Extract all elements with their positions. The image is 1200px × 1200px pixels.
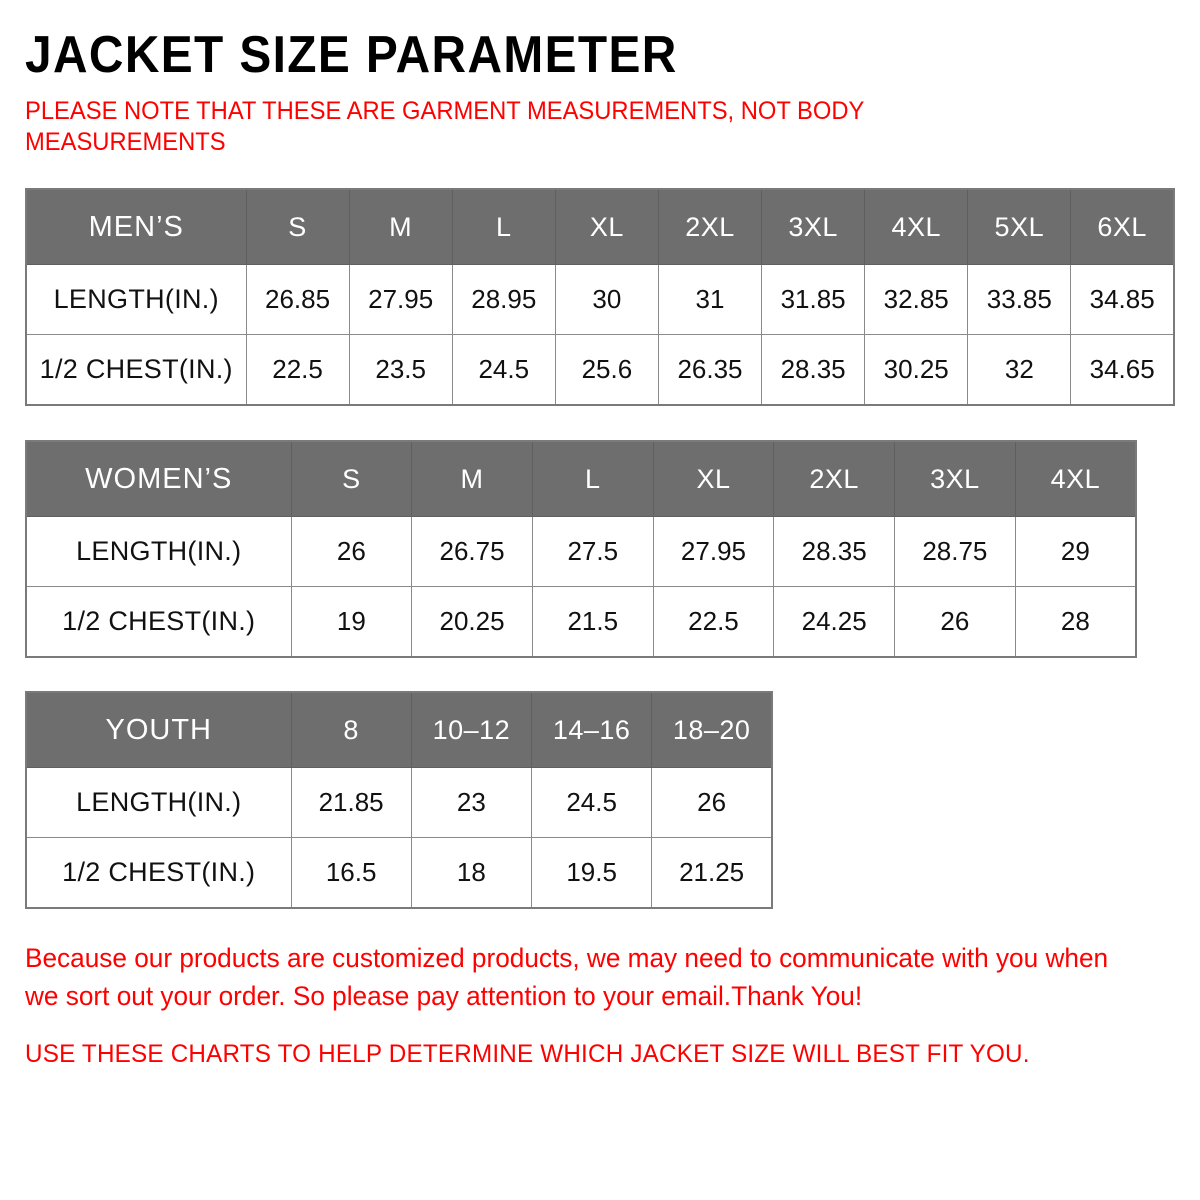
measurement-disclaimer: PLEASE NOTE THAT THESE ARE GARMENT MEASU…: [25, 97, 864, 156]
table-header-row: YOUTH 8 10–12 14–16 18–20: [25, 691, 773, 768]
youth-col-18-20: 18–20: [651, 691, 773, 768]
youth-header-label: YOUTH: [25, 691, 292, 768]
mens-chest-3xl: 28.35: [761, 334, 866, 406]
womens-col-4xl: 4XL: [1014, 440, 1137, 517]
womens-col-m: M: [411, 440, 533, 517]
youth-chest-10-12: 18: [410, 837, 533, 909]
mens-length-6xl: 34.85: [1070, 264, 1175, 335]
mens-chest-m: 23.5: [348, 334, 453, 406]
womens-row-label-chest: 1/2 CHEST(IN.): [25, 586, 292, 658]
womens-size-table-block: WOMEN’S S M L XL 2XL 3XL 4XL LENGTH(IN.)…: [25, 406, 1175, 658]
womens-row-label-length: LENGTH(IN.): [25, 516, 292, 587]
mens-col-m: M: [348, 188, 453, 265]
womens-col-l: L: [531, 440, 654, 517]
table-header-row: MEN’S S M L XL 2XL 3XL 4XL 5XL 6XL: [25, 188, 1175, 265]
mens-col-3xl: 3XL: [761, 188, 866, 265]
womens-header-label: WOMEN’S: [25, 440, 292, 517]
mens-col-2xl: 2XL: [657, 188, 763, 265]
womens-col-xl: XL: [652, 440, 775, 517]
youth-chest-18-20: 21.25: [651, 837, 773, 909]
womens-length-2xl: 28.35: [773, 516, 896, 587]
youth-size-table: YOUTH 8 10–12 14–16 18–20 LENGTH(IN.) 21…: [25, 691, 773, 909]
mens-length-xl: 30: [554, 264, 659, 335]
womens-table-header: WOMEN’S S M L XL 2XL 3XL 4XL: [25, 440, 1137, 517]
table-header-row: WOMEN’S S M L XL 2XL 3XL 4XL: [25, 440, 1137, 517]
customization-note: Because our products are customized prod…: [25, 943, 1109, 1011]
mens-chest-5xl: 32: [967, 334, 1072, 406]
youth-table-body: LENGTH(IN.) 21.85 23 24.5 26 1/2 CHEST(I…: [25, 767, 773, 909]
mens-size-table: MEN’S S M L XL 2XL 3XL 4XL 5XL 6XL LENGT…: [25, 188, 1175, 406]
table-row: LENGTH(IN.) 21.85 23 24.5 26: [25, 767, 773, 838]
youth-col-10-12: 10–12: [410, 691, 533, 768]
mens-col-4xl: 4XL: [864, 188, 969, 265]
mens-col-xl: XL: [554, 188, 659, 265]
womens-chest-xl: 22.5: [652, 586, 775, 658]
youth-length-8: 21.85: [290, 767, 412, 838]
table-row: 1/2 CHEST(IN.) 22.5 23.5 24.5 25.6 26.35…: [25, 334, 1175, 406]
table-row: 1/2 CHEST(IN.) 16.5 18 19.5 21.25: [25, 837, 773, 909]
womens-chest-l: 21.5: [531, 586, 654, 658]
womens-length-m: 26.75: [411, 516, 533, 587]
youth-length-10-12: 23: [410, 767, 533, 838]
mens-length-s: 26.85: [245, 264, 350, 335]
mens-chest-s: 22.5: [245, 334, 350, 406]
table-row: LENGTH(IN.) 26 26.75 27.5 27.95 28.35 28…: [25, 516, 1137, 587]
mens-length-m: 27.95: [348, 264, 453, 335]
mens-col-l: L: [451, 188, 556, 265]
womens-col-s: S: [290, 440, 413, 517]
womens-chest-2xl: 24.25: [773, 586, 896, 658]
youth-col-8: 8: [290, 691, 412, 768]
mens-col-s: S: [245, 188, 350, 265]
mens-col-6xl: 6XL: [1070, 188, 1175, 265]
mens-col-5xl: 5XL: [967, 188, 1072, 265]
womens-length-3xl: 28.75: [894, 516, 1016, 587]
mens-length-4xl: 32.85: [864, 264, 969, 335]
mens-chest-2xl: 26.35: [657, 334, 763, 406]
footer-notes: Because our products are customized prod…: [25, 909, 1175, 1073]
youth-col-14-16: 14–16: [530, 691, 653, 768]
womens-col-3xl: 3XL: [894, 440, 1016, 517]
mens-chest-4xl: 30.25: [864, 334, 969, 406]
womens-table-body: LENGTH(IN.) 26 26.75 27.5 27.95 28.35 28…: [25, 516, 1137, 658]
womens-chest-4xl: 28: [1014, 586, 1137, 658]
mens-chest-xl: 25.6: [554, 334, 659, 406]
womens-length-4xl: 29: [1014, 516, 1137, 587]
womens-length-l: 27.5: [531, 516, 654, 587]
womens-length-s: 26: [290, 516, 413, 587]
womens-col-2xl: 2XL: [773, 440, 896, 517]
youth-table-header: YOUTH 8 10–12 14–16 18–20: [25, 691, 773, 768]
table-row: 1/2 CHEST(IN.) 19 20.25 21.5 22.5 24.25 …: [25, 586, 1137, 658]
youth-chest-14-16: 19.5: [530, 837, 653, 909]
youth-length-14-16: 24.5: [530, 767, 653, 838]
mens-table-header: MEN’S S M L XL 2XL 3XL 4XL 5XL 6XL: [25, 188, 1175, 265]
womens-size-table: WOMEN’S S M L XL 2XL 3XL 4XL LENGTH(IN.)…: [25, 440, 1137, 658]
youth-chest-8: 16.5: [290, 837, 412, 909]
youth-size-table-block: YOUTH 8 10–12 14–16 18–20 LENGTH(IN.) 21…: [25, 658, 1175, 909]
youth-row-label-length: LENGTH(IN.): [25, 767, 292, 838]
womens-chest-m: 20.25: [411, 586, 533, 658]
chart-usage-note: USE THESE CHARTS TO HELP DETERMINE WHICH…: [25, 1040, 1030, 1068]
womens-chest-3xl: 26: [894, 586, 1016, 658]
page-title: JACKET SIZE PARAMETER: [25, 26, 678, 84]
mens-length-5xl: 33.85: [967, 264, 1072, 335]
mens-table-body: LENGTH(IN.) 26.85 27.95 28.95 30 31 31.8…: [25, 264, 1175, 406]
mens-row-label-chest: 1/2 CHEST(IN.): [25, 334, 247, 406]
mens-length-2xl: 31: [657, 264, 763, 335]
mens-row-label-length: LENGTH(IN.): [25, 264, 247, 335]
youth-row-label-chest: 1/2 CHEST(IN.): [25, 837, 292, 909]
mens-length-3xl: 31.85: [761, 264, 866, 335]
mens-length-l: 28.95: [451, 264, 556, 335]
mens-header-label: MEN’S: [25, 188, 247, 265]
womens-length-xl: 27.95: [652, 516, 775, 587]
table-row: LENGTH(IN.) 26.85 27.95 28.95 30 31 31.8…: [25, 264, 1175, 335]
mens-chest-6xl: 34.65: [1070, 334, 1175, 406]
mens-size-table-block: MEN’S S M L XL 2XL 3XL 4XL 5XL 6XL LENGT…: [25, 158, 1175, 406]
youth-length-18-20: 26: [651, 767, 773, 838]
mens-chest-l: 24.5: [451, 334, 556, 406]
womens-chest-s: 19: [290, 586, 413, 658]
